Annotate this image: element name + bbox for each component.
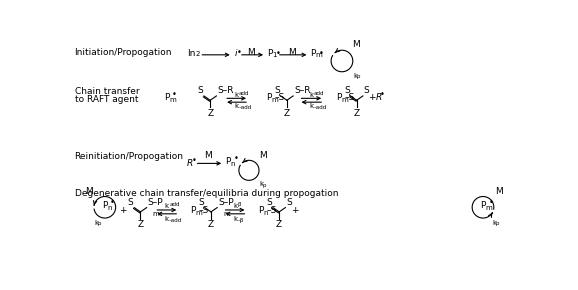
Text: Z: Z xyxy=(138,220,143,229)
Text: P: P xyxy=(266,93,272,102)
Text: Z: Z xyxy=(284,108,290,117)
Text: k: k xyxy=(165,203,169,209)
Text: k: k xyxy=(260,181,264,187)
Text: Z: Z xyxy=(354,108,360,117)
Text: p: p xyxy=(357,74,360,79)
Text: k: k xyxy=(235,92,239,98)
Text: –S: –S xyxy=(199,206,209,215)
Text: R: R xyxy=(187,159,193,168)
Text: S: S xyxy=(274,86,280,95)
Text: P: P xyxy=(258,206,264,215)
Text: +: + xyxy=(291,206,298,215)
Text: n: n xyxy=(264,210,268,216)
Text: •: • xyxy=(110,198,115,207)
Text: •: • xyxy=(234,154,238,163)
Text: P: P xyxy=(310,49,316,58)
Text: –S: –S xyxy=(267,206,277,215)
Text: n: n xyxy=(223,211,228,217)
Text: •: • xyxy=(236,48,242,57)
Text: •: • xyxy=(191,156,197,165)
Text: M: M xyxy=(86,187,93,196)
Text: –β: –β xyxy=(238,218,243,223)
Text: •: • xyxy=(172,90,177,99)
Text: S: S xyxy=(286,198,292,207)
Text: p: p xyxy=(495,221,499,226)
Text: –add: –add xyxy=(169,218,183,223)
Text: p: p xyxy=(98,221,101,226)
Text: Chain transfer: Chain transfer xyxy=(75,87,139,96)
Text: +: + xyxy=(368,93,376,102)
Text: S–P: S–P xyxy=(218,198,234,207)
Text: S: S xyxy=(364,86,369,95)
Text: M: M xyxy=(247,48,255,57)
Text: to RAFT agent: to RAFT agent xyxy=(75,95,138,104)
Text: k: k xyxy=(235,104,239,109)
Text: Degenerative chain transfer/equilibria during propogation: Degenerative chain transfer/equilibria d… xyxy=(75,189,338,198)
Text: m: m xyxy=(316,52,323,58)
Text: R: R xyxy=(375,93,381,102)
Text: m: m xyxy=(272,97,278,103)
Text: S: S xyxy=(266,198,272,207)
Text: k: k xyxy=(309,104,313,109)
Text: +: + xyxy=(120,206,127,215)
Text: 2: 2 xyxy=(195,51,200,57)
Text: M: M xyxy=(288,48,295,57)
Text: add: add xyxy=(169,202,180,207)
Text: k: k xyxy=(309,92,313,98)
Text: •: • xyxy=(380,90,385,99)
Text: m: m xyxy=(195,210,202,216)
Text: –S: –S xyxy=(344,93,354,102)
Text: i: i xyxy=(234,49,237,58)
Text: P: P xyxy=(267,49,272,58)
Text: k: k xyxy=(233,216,237,222)
Text: P: P xyxy=(336,93,341,102)
Text: Initiation/Propogation: Initiation/Propogation xyxy=(75,48,172,57)
Text: In: In xyxy=(187,49,195,58)
Text: M: M xyxy=(204,151,212,160)
Text: M: M xyxy=(352,40,360,49)
Text: P: P xyxy=(102,201,107,210)
Text: k: k xyxy=(354,72,358,79)
Text: –S: –S xyxy=(275,93,285,102)
Text: m: m xyxy=(169,97,176,103)
Text: –add: –add xyxy=(239,106,252,110)
Text: Reinitiation/Propogation: Reinitiation/Propogation xyxy=(75,152,184,161)
Text: S: S xyxy=(128,198,134,207)
Text: n: n xyxy=(107,205,112,211)
Text: k: k xyxy=(233,203,237,209)
Text: m: m xyxy=(341,97,348,103)
Text: P: P xyxy=(190,206,195,215)
Text: add: add xyxy=(314,91,324,96)
Text: p: p xyxy=(263,183,266,188)
Text: M: M xyxy=(495,187,502,196)
Text: •: • xyxy=(488,198,493,207)
Text: P: P xyxy=(164,93,169,102)
Text: k: k xyxy=(492,220,497,226)
Text: P: P xyxy=(480,201,486,210)
Text: m: m xyxy=(486,205,492,211)
Text: Z: Z xyxy=(208,220,214,229)
Text: Z: Z xyxy=(207,108,213,117)
Text: S–P: S–P xyxy=(147,198,163,207)
Text: k: k xyxy=(95,220,99,226)
Text: •: • xyxy=(275,49,280,58)
Text: β: β xyxy=(238,202,241,207)
Text: M: M xyxy=(259,151,267,160)
Text: Z: Z xyxy=(276,220,282,229)
Text: n: n xyxy=(231,161,235,167)
Text: S: S xyxy=(344,86,350,95)
Text: add: add xyxy=(239,91,249,96)
Text: m: m xyxy=(153,211,160,217)
Text: k: k xyxy=(165,216,169,222)
Text: S: S xyxy=(198,198,204,207)
Text: P: P xyxy=(225,157,230,166)
Text: S: S xyxy=(198,86,203,95)
Text: S–R: S–R xyxy=(217,86,234,95)
Text: 1: 1 xyxy=(272,52,277,58)
Text: –add: –add xyxy=(314,106,327,110)
Text: S–R: S–R xyxy=(294,86,310,95)
Text: •: • xyxy=(318,49,324,58)
